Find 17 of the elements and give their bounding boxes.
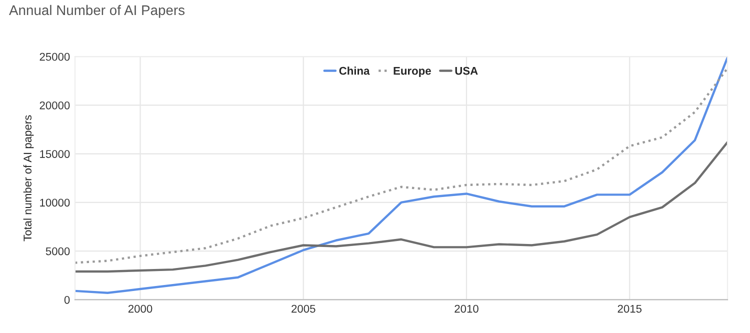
- line-series: [75, 67, 728, 264]
- y-tick-label: 25000: [40, 52, 70, 61]
- x-tick-label: 2015: [618, 304, 642, 313]
- y-tick-label: 0: [64, 296, 70, 304]
- line-series: [75, 141, 728, 273]
- y-tick-label: 5000: [46, 247, 70, 256]
- y-tick-label: 20000: [40, 101, 70, 110]
- x-tick-label: 2010: [454, 304, 478, 313]
- y-tick-label: 15000: [40, 150, 70, 158]
- legend-label: USA: [455, 66, 478, 75]
- legend-label: Europe: [394, 67, 431, 77]
- x-tick-label: 2005: [292, 304, 316, 313]
- y-axis-title: Total number of AI papers: [23, 115, 34, 242]
- x-tick-label: 2000: [128, 304, 152, 313]
- chart-title: Annual Number of AI Papers: [9, 4, 185, 18]
- y-tick-label: 10000: [40, 198, 70, 207]
- legend-label: China: [339, 66, 370, 75]
